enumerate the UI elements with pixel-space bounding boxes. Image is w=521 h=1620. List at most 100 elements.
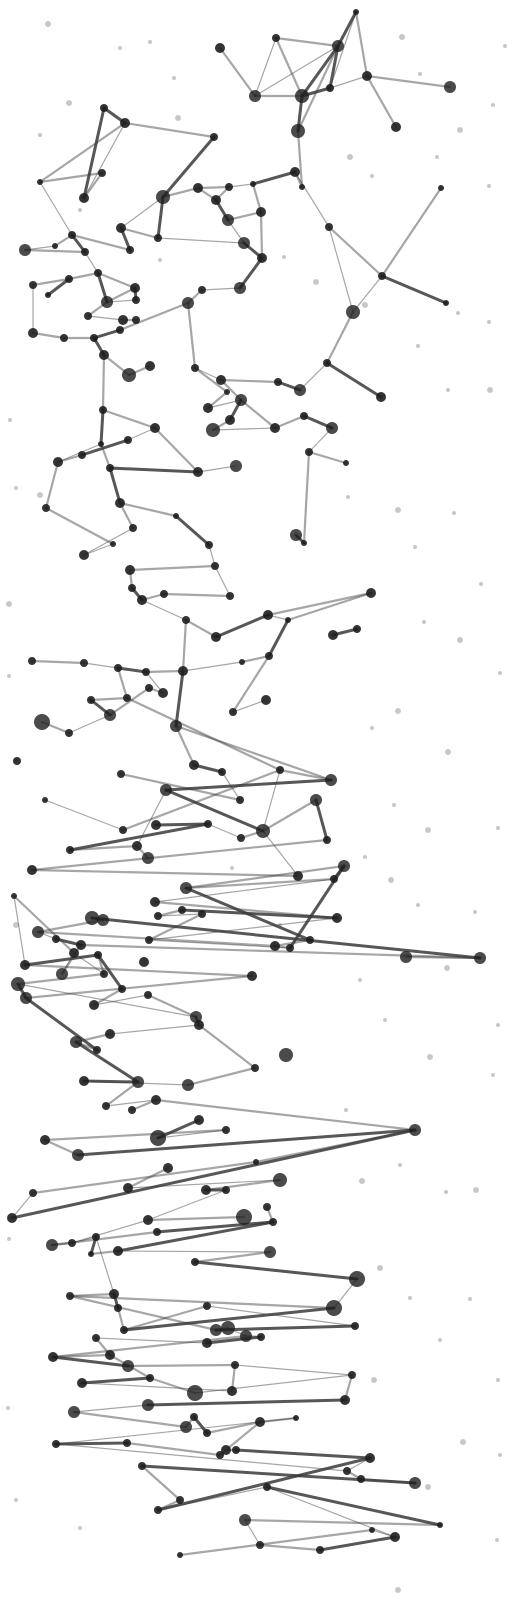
- network-node: [97, 914, 109, 926]
- network-node: [88, 1251, 94, 1257]
- network-edge: [164, 778, 333, 792]
- network-edge: [186, 1066, 257, 1087]
- network-edge: [101, 353, 106, 412]
- network-node: [69, 948, 79, 958]
- network-node: [409, 1124, 421, 1136]
- network-node: [28, 657, 36, 665]
- network-edge: [125, 1441, 222, 1457]
- network-edge: [44, 506, 115, 546]
- network-edge: [228, 183, 254, 188]
- background-speck: [468, 1297, 472, 1301]
- network-edge: [197, 465, 237, 473]
- network-edge: [93, 994, 149, 1006]
- network-edge: [157, 237, 245, 244]
- network-edge: [214, 613, 270, 639]
- network-node: [173, 513, 179, 519]
- network-edge: [156, 1456, 372, 1512]
- network-node: [163, 1163, 173, 1173]
- network-node: [357, 1475, 365, 1483]
- network-edge: [267, 618, 290, 658]
- background-speck: [438, 1338, 442, 1342]
- network-node: [110, 541, 116, 547]
- network-edge: [108, 466, 200, 474]
- network-node: [349, 1271, 365, 1287]
- network-node: [52, 1440, 60, 1448]
- network-edge: [109, 1024, 200, 1035]
- network-edge: [95, 1337, 208, 1344]
- network-edge: [51, 1355, 130, 1368]
- network-node: [46, 1239, 58, 1251]
- network-node: [239, 1514, 251, 1526]
- background-speck: [479, 582, 483, 586]
- background-speck: [398, 1163, 402, 1167]
- network-node: [109, 1289, 119, 1299]
- network-node: [139, 957, 149, 967]
- network-node: [92, 1334, 100, 1342]
- network-node: [391, 122, 401, 132]
- network-edge: [92, 328, 122, 340]
- background-speck: [498, 671, 502, 675]
- network-edge: [148, 939, 291, 949]
- background-speck: [14, 486, 18, 490]
- network-edge: [96, 953, 124, 991]
- network-node: [203, 1429, 211, 1437]
- network-node: [102, 1102, 110, 1110]
- background-speck: [425, 827, 431, 833]
- network-node: [294, 384, 306, 396]
- background-speck: [457, 637, 463, 643]
- network-node: [222, 214, 234, 226]
- network-edge: [39, 181, 73, 236]
- network-node: [286, 944, 294, 952]
- network-edge: [278, 768, 333, 782]
- network-node: [211, 195, 221, 205]
- network-edge: [44, 799, 124, 831]
- network-node: [29, 281, 37, 289]
- network-edge: [70, 233, 132, 252]
- network-node: [263, 610, 273, 620]
- network-edge: [205, 1420, 262, 1435]
- network-node: [180, 882, 192, 894]
- network-node: [191, 364, 199, 372]
- network-node: [343, 460, 349, 466]
- network-edge: [157, 913, 203, 917]
- background-speck: [445, 749, 451, 755]
- network-edge: [261, 798, 318, 833]
- network-edge: [140, 1464, 182, 1502]
- network-edge: [193, 1260, 359, 1281]
- background-speck: [118, 46, 122, 50]
- network-edge: [155, 1220, 275, 1234]
- network-node: [76, 940, 86, 950]
- network-node: [316, 1546, 324, 1554]
- network-edge: [156, 908, 184, 918]
- background-speck: [148, 40, 152, 44]
- network-edge: [224, 1420, 262, 1452]
- background-speck: [446, 388, 450, 392]
- network-edge: [336, 10, 358, 48]
- network-edge: [80, 1376, 152, 1385]
- network-edge: [11, 1192, 34, 1219]
- network-node: [250, 181, 256, 187]
- network-edge: [262, 830, 299, 877]
- network-edge: [122, 1304, 209, 1332]
- network-node: [300, 412, 308, 420]
- network-edge: [365, 74, 398, 129]
- network-node: [177, 1552, 183, 1558]
- network-edge: [274, 36, 304, 98]
- network-node: [203, 1302, 211, 1310]
- network-node: [191, 1258, 199, 1266]
- background-speck: [416, 344, 420, 348]
- network-edge: [328, 44, 340, 90]
- network-edge: [318, 1535, 397, 1552]
- network-node: [116, 326, 124, 334]
- network-edge: [161, 135, 216, 199]
- network-edge: [327, 225, 384, 278]
- network-edge: [157, 1129, 227, 1139]
- background-speck: [78, 208, 82, 212]
- background-speck: [282, 255, 286, 259]
- background-speck: [418, 72, 422, 76]
- background-speck: [370, 726, 374, 730]
- network-node: [60, 334, 68, 342]
- network-edge: [38, 121, 127, 184]
- network-node: [291, 124, 305, 138]
- network-edge: [147, 1189, 227, 1221]
